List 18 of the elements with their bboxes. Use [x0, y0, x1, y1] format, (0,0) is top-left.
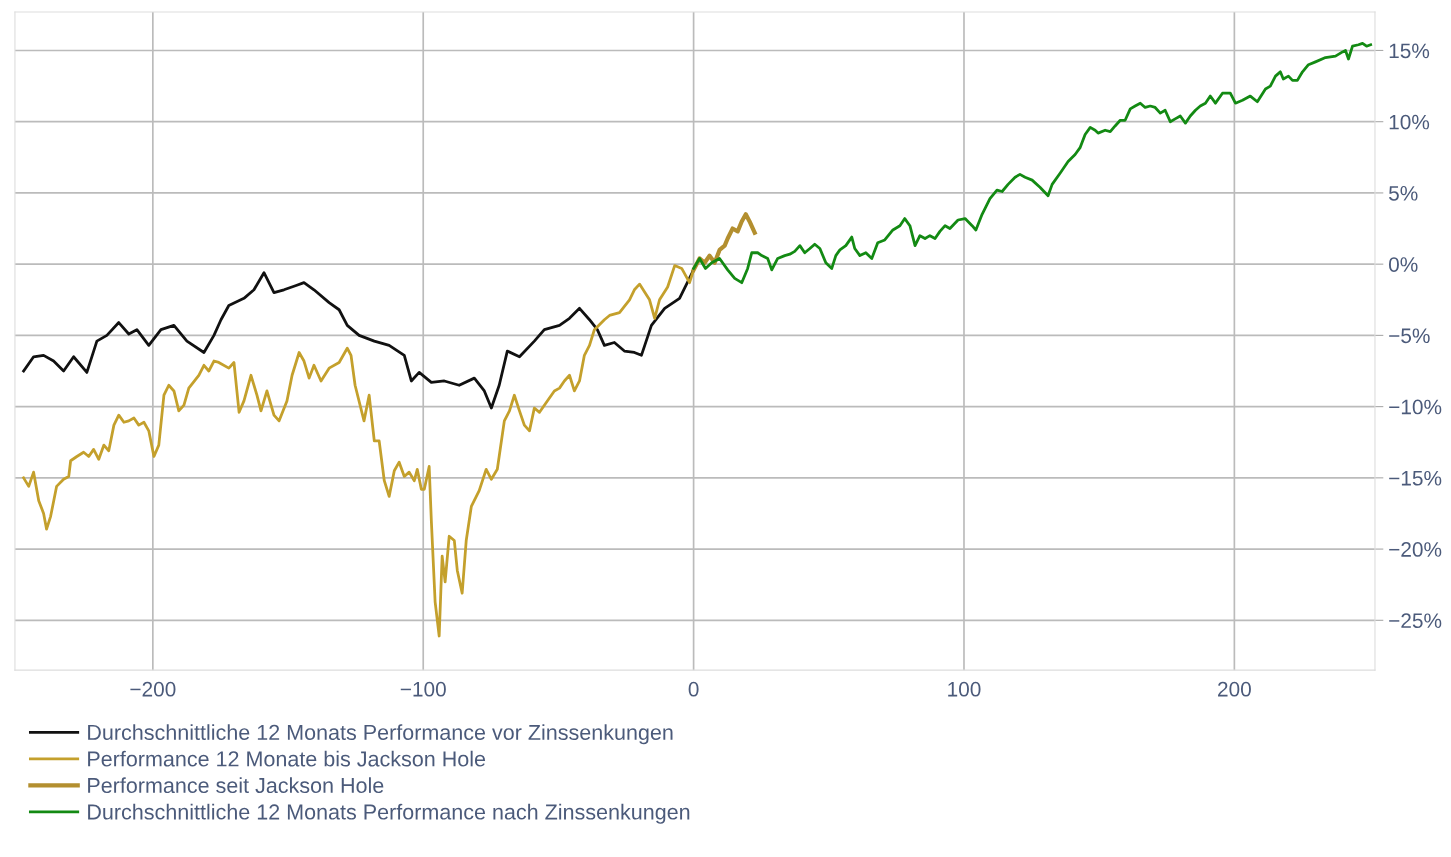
y-tick-label: 0% — [1388, 257, 1418, 272]
legend-label: Performance seit Jackson Hole — [88, 777, 384, 794]
y-tick-label: 15% — [1389, 43, 1430, 59]
legend-label: Durchschnittliche 12 Monats Performance nach Zinssenkungen — [88, 803, 690, 824]
x-tick-label: 200 — [1218, 681, 1251, 697]
legend-label: Performance 12 Monate bis Jackson Hole — [88, 750, 486, 767]
y-tick-label: −25% — [1389, 613, 1442, 629]
y-tick-label: 10% — [1389, 114, 1430, 130]
x-tick-label: 100 — [948, 681, 981, 697]
y-tick-label: −15% — [1389, 470, 1442, 486]
x-tick-label: −200 — [130, 681, 176, 697]
x-tick-label: −100 — [400, 681, 446, 697]
y-tick-label: −10% — [1389, 399, 1442, 415]
legend-label: Durchschnittliche 12 Monats Performance vor Zinssenkungen — [88, 724, 673, 745]
y-tick-label: 5% — [1389, 186, 1418, 201]
x-tick-label: 0 — [688, 681, 699, 697]
y-tick-label: −5% — [1389, 328, 1430, 344]
y-tick-label: −20% — [1389, 542, 1442, 557]
